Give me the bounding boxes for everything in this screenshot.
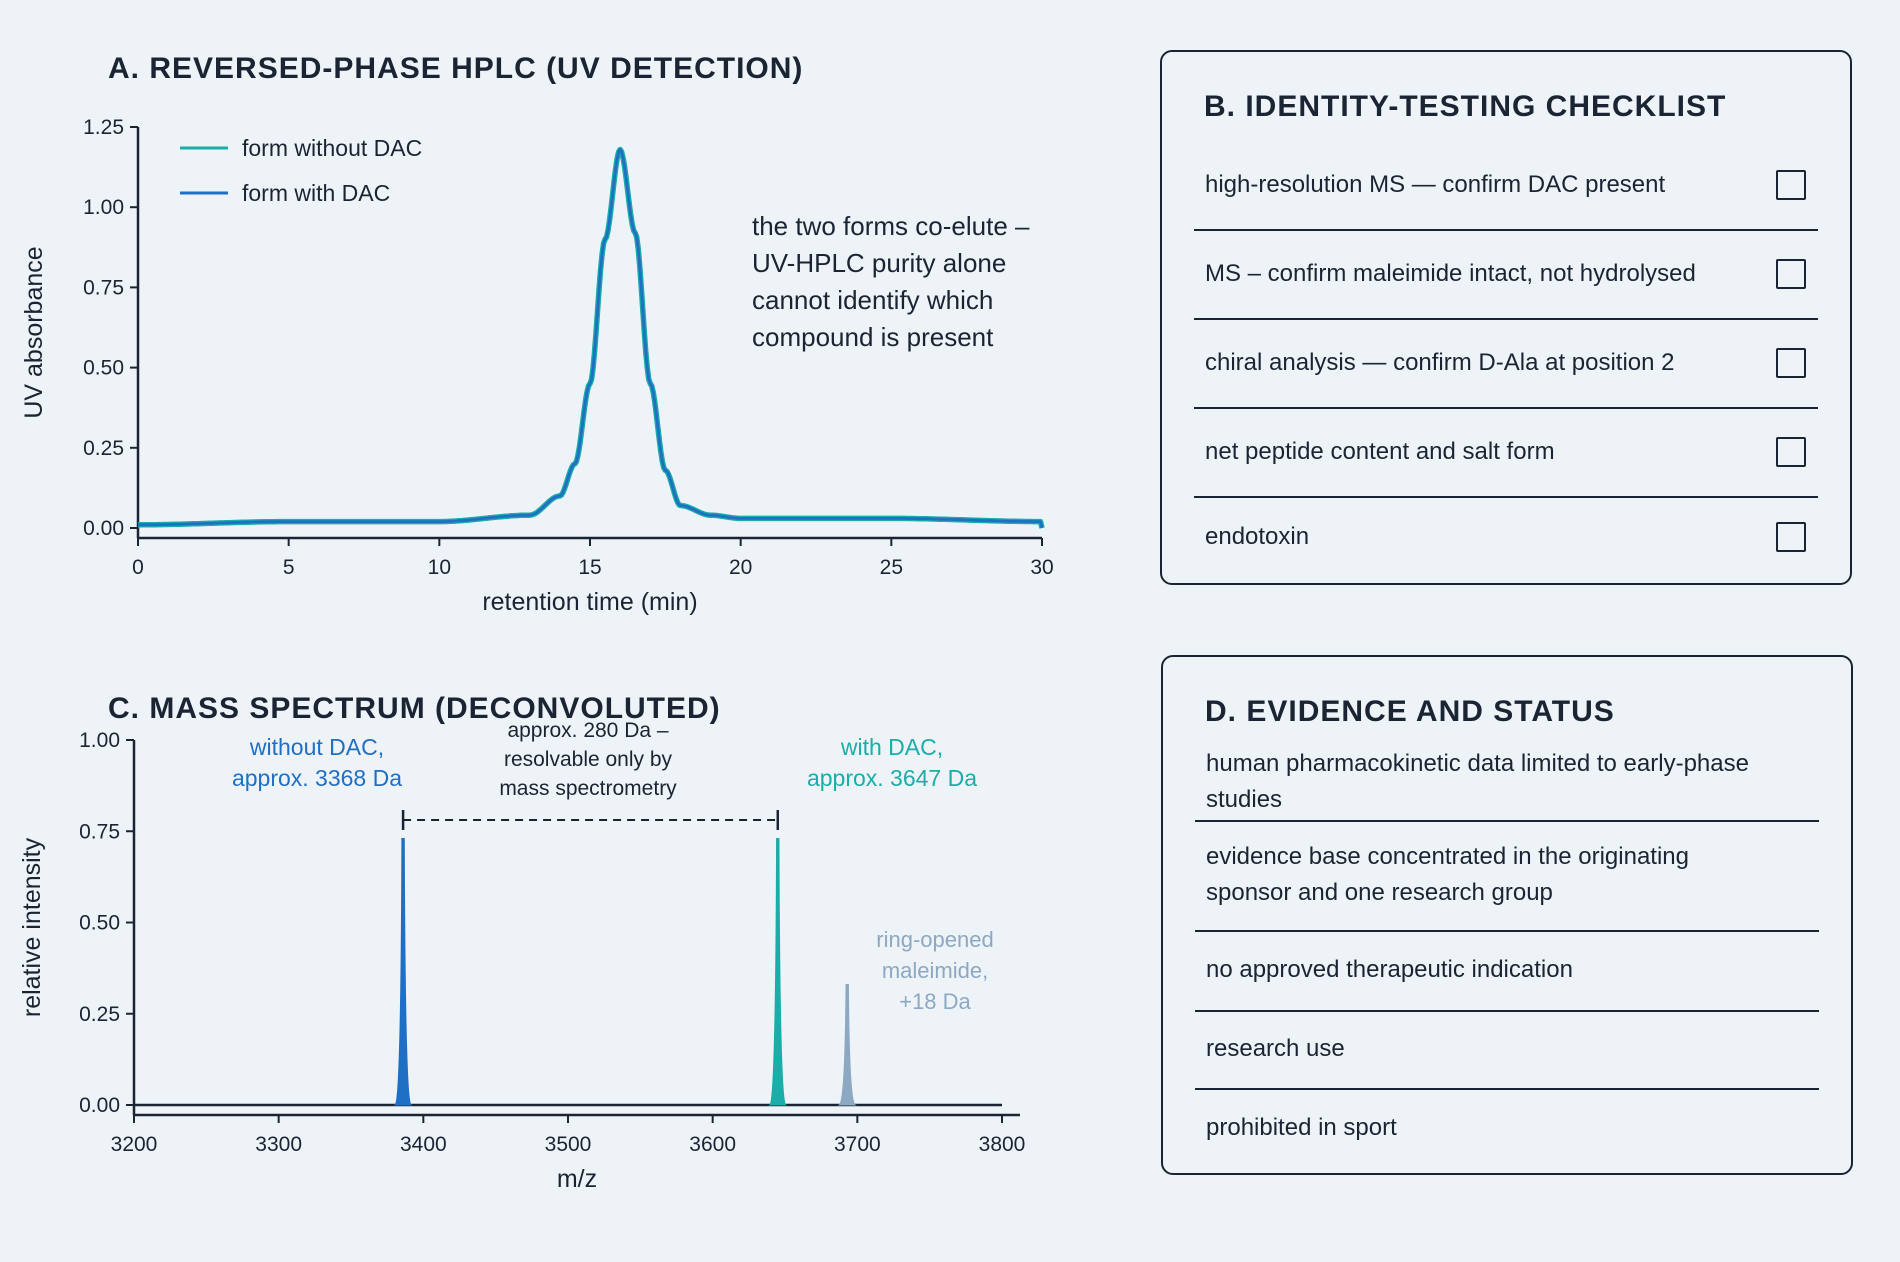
checklist-item-label: net peptide content and salt form — [1205, 437, 1555, 465]
hplc-y-tick-label: 0.50 — [83, 357, 124, 380]
ms-y-tick-label: 0.25 — [79, 1003, 120, 1026]
evidence-item: evidence base concentrated in the origin… — [1195, 820, 1819, 932]
hplc-x-axis-label: retention time (min) — [482, 588, 697, 616]
ms-x-tick-label: 3700 — [834, 1133, 881, 1156]
checklist-item-label: MS – confirm maleimide intact, not hydro… — [1205, 259, 1696, 287]
legend-label: form with DAC — [242, 180, 390, 206]
hplc-x-tick-label: 0 — [132, 556, 144, 579]
mass-spectrum-panel-title: C. MASS SPECTRUM (DECONVOLUTED) — [108, 692, 721, 725]
hplc-x-tick-label: 15 — [578, 556, 601, 579]
evidence-item-text: research use — [1206, 1035, 1345, 1062]
checkbox[interactable] — [1776, 521, 1806, 552]
peak-label-without-dac: without DAC, approx. 3368 Da — [231, 734, 403, 791]
checklist-item-label: high-resolution MS — confirm DAC present — [1205, 170, 1666, 198]
hplc-chart: 0 5 10 15 20 25 30 0.00 0.25 0.50 0.75 1.00 1.25 rete… — [20, 116, 1054, 616]
checklist-item-label: chiral analysis — confirm D-Ala at posit… — [1205, 348, 1675, 376]
ms-peak-ring-opened-maleimide — [837, 984, 857, 1106]
evidence-item: prohibited in sport — [1195, 1088, 1819, 1168]
hplc-x-tick-label: 5 — [283, 556, 295, 579]
hplc-y-tick-label: 0.75 — [83, 276, 124, 299]
evidence-item: no approved therapeutic indication — [1195, 930, 1819, 1012]
ms-x-tick-label: 3300 — [255, 1133, 302, 1156]
hplc-panel-title: A. REVERSED-PHASE HPLC (UV DETECTION) — [108, 52, 804, 85]
hplc-x-tick-label: 25 — [880, 556, 903, 579]
peak-label-with-dac: with DAC, approx. 3647 Da — [806, 734, 978, 791]
hplc-y-tick-label: 0.25 — [83, 437, 124, 460]
evidence-status-panel: D. EVIDENCE AND STATUS human pharmacokin… — [1161, 655, 1853, 1175]
hplc-panel: 0 5 10 15 20 25 30 0.00 0.25 0.50 0.75 1.00 1.25 rete… — [0, 0, 1080, 640]
peak-label-ring-opened: ring-opened maleimide, +18 Da — [876, 927, 994, 1014]
hplc-x-tick-label: 20 — [729, 556, 752, 579]
checklist-item-label: endotoxin — [1205, 522, 1310, 550]
hplc-y-tick-label: 1.00 — [83, 196, 124, 219]
evidence-item-text: no approved therapeutic indication — [1206, 956, 1573, 983]
ms-x-tick-label: 3800 — [979, 1133, 1026, 1156]
checklist-item: chiral analysis — confirm D-Ala at posit… — [1194, 318, 1818, 409]
ms-x-tick-label: 3400 — [400, 1133, 447, 1156]
mass-spectrum-chart: 3200 3300 3400 3500 3600 3700 3800 0.00 0.25 0.50… — [18, 729, 1026, 1193]
legend-label: form without DAC — [242, 135, 422, 161]
coelution-note: the two forms co-elute – UV-HPLC purity … — [752, 211, 1030, 352]
hplc-y-axis-label: UV absorbance — [20, 246, 48, 418]
checklist-item: high-resolution MS — confirm DAC present — [1194, 140, 1818, 231]
ms-x-tick-label: 3500 — [545, 1133, 592, 1156]
evidence-title: D. EVIDENCE AND STATUS — [1205, 695, 1615, 728]
hplc-x-tick-label: 10 — [428, 556, 451, 579]
ms-x-tick-label: 3600 — [689, 1133, 736, 1156]
mass-gap-label: approx. 280 Da – resolvable only by mass… — [499, 719, 677, 800]
ms-y-tick-label: 1.00 — [79, 729, 120, 752]
evidence-item: human pharmacokinetic data limited to ea… — [1195, 743, 1819, 822]
hplc-x-tick-label: 30 — [1030, 556, 1053, 579]
checklist-title: B. IDENTITY-TESTING CHECKLIST — [1204, 90, 1727, 123]
checkbox[interactable] — [1776, 169, 1806, 200]
hplc-trace-with-dac — [138, 148, 1044, 529]
checklist-item: MS – confirm maleimide intact, not hydro… — [1194, 229, 1818, 320]
ms-y-tick-label: 0.50 — [79, 912, 120, 935]
checklist-item: net peptide content and salt form — [1194, 407, 1818, 498]
mass-spectrum-panel: 3200 3300 3400 3500 3600 3700 3800 0.00 0.25 0.50… — [0, 640, 1080, 1262]
hplc-y-tick-label: 1.25 — [83, 116, 124, 139]
ms-y-tick-label: 0.00 — [79, 1094, 120, 1117]
checkbox[interactable] — [1776, 258, 1806, 289]
ms-x-axis-label: m/z — [557, 1165, 597, 1193]
evidence-item-text: evidence base concentrated in the origin… — [1206, 843, 1689, 906]
identity-checklist-panel: B. IDENTITY-TESTING CHECKLIST high-resol… — [1160, 50, 1852, 585]
evidence-item: research use — [1195, 1010, 1819, 1090]
ms-peak-without-dac — [393, 838, 413, 1106]
hplc-y-tick-label: 0.00 — [83, 517, 124, 540]
evidence-item-text: prohibited in sport — [1206, 1114, 1397, 1141]
checkbox[interactable] — [1776, 436, 1806, 467]
checkbox[interactable] — [1776, 347, 1806, 378]
ms-peak-with-dac — [768, 838, 788, 1106]
ms-y-axis-label: relative intensity — [18, 837, 46, 1017]
ms-x-tick-label: 3200 — [111, 1133, 158, 1156]
ms-y-tick-label: 0.75 — [79, 820, 120, 843]
evidence-item-text: human pharmacokinetic data limited to ea… — [1206, 749, 1749, 813]
checklist-item: endotoxin — [1194, 492, 1818, 581]
